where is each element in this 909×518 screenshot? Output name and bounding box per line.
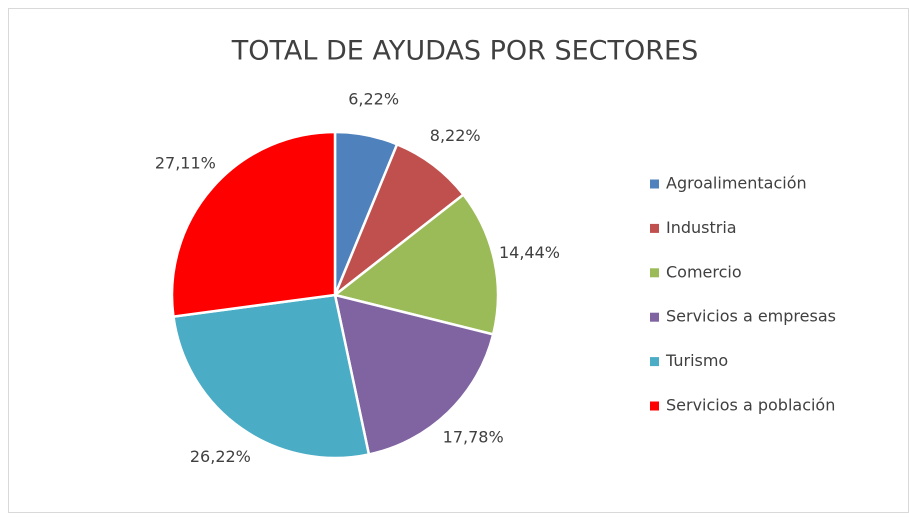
legend-label: Industria — [666, 218, 737, 237]
legend-swatch — [650, 179, 659, 189]
data-label: 6,22% — [348, 89, 399, 108]
legend-swatch — [650, 401, 659, 411]
data-label: 27,11% — [155, 154, 216, 173]
legend-label: Agroalimentación — [666, 174, 807, 193]
legend-swatch — [650, 357, 659, 367]
pie-slice — [333, 293, 495, 456]
pie-slice — [170, 130, 337, 318]
legend-swatch — [650, 268, 659, 278]
legend-swatch — [650, 223, 659, 233]
data-label: 8,22% — [430, 126, 481, 145]
data-label: 17,78% — [443, 428, 504, 447]
legend-label: Servicios a población — [666, 396, 835, 415]
legend-label: Comercio — [666, 262, 742, 281]
legend-swatch — [650, 312, 659, 322]
data-label: 14,44% — [499, 243, 560, 262]
pie-slice — [172, 293, 371, 460]
pie-slice — [332, 192, 500, 336]
chart-title: TOTAL DE AYUDAS POR SECTORES — [231, 36, 698, 67]
legend-label: Servicios a empresas — [666, 307, 836, 326]
legend-label: Turismo — [665, 351, 728, 370]
data-label: 26,22% — [190, 447, 251, 466]
